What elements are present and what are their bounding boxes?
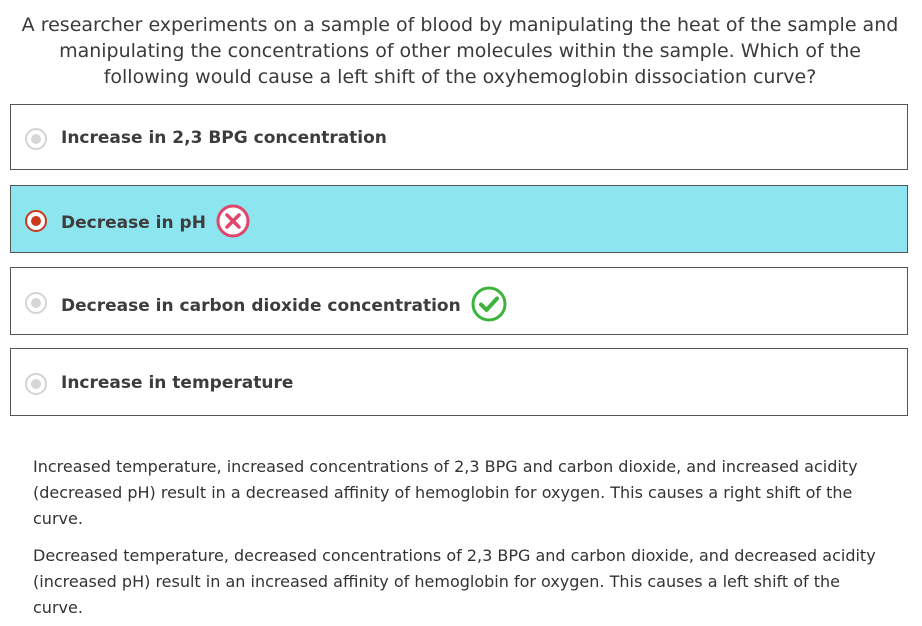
option-label: Increase in 2,3 BPG concentration — [61, 128, 387, 148]
question-text: A researcher experiments on a sample of … — [21, 14, 899, 88]
answer-option-4[interactable]: Increase in temperature — [10, 348, 908, 416]
explanation-paragraph-2: Decreased temperature, decreased concent… — [33, 546, 876, 617]
answer-option-1[interactable]: Increase in 2,3 BPG concentration — [10, 104, 908, 170]
answer-option-2[interactable]: Decrease in pH — [10, 185, 908, 253]
radio-button-unselected[interactable] — [25, 128, 47, 150]
option-label-wrap: Decrease in carbon dioxide concentration — [61, 286, 507, 322]
option-label: Decrease in carbon dioxide concentration — [61, 296, 461, 316]
x-circle-icon — [216, 204, 250, 238]
check-circle-icon — [471, 286, 507, 322]
option-label: Decrease in pH — [61, 213, 206, 233]
answer-option-3[interactable]: Decrease in carbon dioxide concentration — [10, 267, 908, 335]
radio-button-selected[interactable] — [25, 210, 47, 232]
radio-button-unselected[interactable] — [25, 373, 47, 395]
radio-button-unselected[interactable] — [25, 292, 47, 314]
option-label-wrap: Decrease in pH — [61, 204, 250, 238]
option-label: Increase in temperature — [61, 373, 294, 393]
explanation-paragraph-1: Increased temperature, increased concent… — [33, 457, 858, 528]
